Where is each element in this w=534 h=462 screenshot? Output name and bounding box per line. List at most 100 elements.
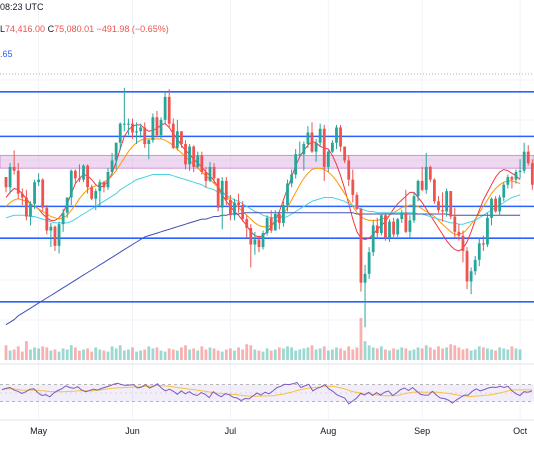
candle-body [396,219,400,235]
candle-body [355,194,359,209]
volume-bar [412,349,416,360]
volume-bar [49,350,53,360]
candle-body [518,170,522,172]
horizontal-levels [0,91,534,303]
candle-body [49,226,53,231]
volume-bar [204,349,208,360]
volume-bar [282,348,285,360]
candle-body [41,179,45,208]
volume-bar [159,350,163,360]
candle-body [290,174,293,184]
candle-body [94,191,98,199]
candle-body [208,166,212,181]
volume-bar [180,347,183,360]
volume-bar [416,347,420,360]
volume-bar [396,349,400,360]
volume-bar [196,350,200,360]
candle-body [302,144,306,155]
volume-bar [298,349,302,360]
volume-bar [371,347,375,360]
volume-bar [147,346,151,360]
candle-body [110,160,114,172]
rsi-line [1,381,533,405]
volume-bar [163,351,167,360]
volume-bar [175,350,179,360]
candle-body [237,202,240,206]
candle-body [498,197,502,212]
candle-body [25,197,28,217]
candle-body [477,243,481,260]
volume-bar [20,351,24,360]
candle-body [322,128,326,167]
volume-bar [351,349,355,360]
candle-body [392,221,395,235]
volume-bar [506,349,510,360]
volume-bar [241,349,245,360]
candle-body [184,144,187,165]
volume-bar [98,349,102,360]
candle-body [530,163,534,185]
volume-bar [143,349,147,360]
volume-bar [261,351,265,360]
volume-bar [286,346,289,360]
volume-bar [37,348,41,360]
volume-bar [135,351,138,360]
volume-bar [139,350,143,360]
candle-body [367,252,371,274]
candle-body [102,182,106,188]
volume-bar [481,347,485,360]
candle-body [510,177,514,180]
indicator-value: .65 [0,49,13,59]
candle-body [298,154,302,156]
candle-body [188,146,191,165]
volume-bar [335,347,338,360]
x-tick-label: Jul [225,426,237,436]
x-tick-label: Oct [513,426,528,436]
grid [0,0,534,421]
candle-body [461,235,465,251]
candle-body [457,231,461,236]
candle-body [98,182,102,192]
candle-body [331,142,334,152]
volume-bar [367,345,371,360]
volume-bar [490,349,493,360]
volume-bar [437,346,440,360]
candle-body [404,212,408,232]
candle-body [118,123,122,143]
volume-bar [245,344,249,360]
candle-body [220,180,224,208]
volume-bar [82,349,85,360]
candle-body [424,166,428,190]
volume-bar [445,347,449,360]
candle-body [273,214,277,231]
candle-body [335,127,338,143]
volume-bar [502,348,506,360]
candle-body [526,151,530,164]
volume-bar [322,346,326,360]
volume-bar [53,349,57,360]
volume-bar [477,346,481,360]
candle-body [159,119,163,136]
candle-body [61,212,65,225]
volume-bar [224,349,228,360]
candle-body [314,142,318,152]
candle-body [167,96,171,124]
volume-bar [314,349,318,360]
volume-bar [8,350,12,360]
volume-bar [212,348,216,360]
volume-bar [16,346,20,360]
volume-bar [449,344,453,360]
volume-bar [4,345,8,360]
candle-body [147,140,151,144]
candle-body [45,207,49,231]
candle-body [229,200,232,216]
price-zone [0,154,534,169]
candle-body [310,132,314,152]
volume-bar [269,350,273,360]
volume-bar [229,348,232,360]
volume-bar [473,349,477,360]
candle-body [269,217,273,231]
volume-bar [498,347,502,360]
candle-body [175,131,179,148]
candle-body [82,165,85,180]
